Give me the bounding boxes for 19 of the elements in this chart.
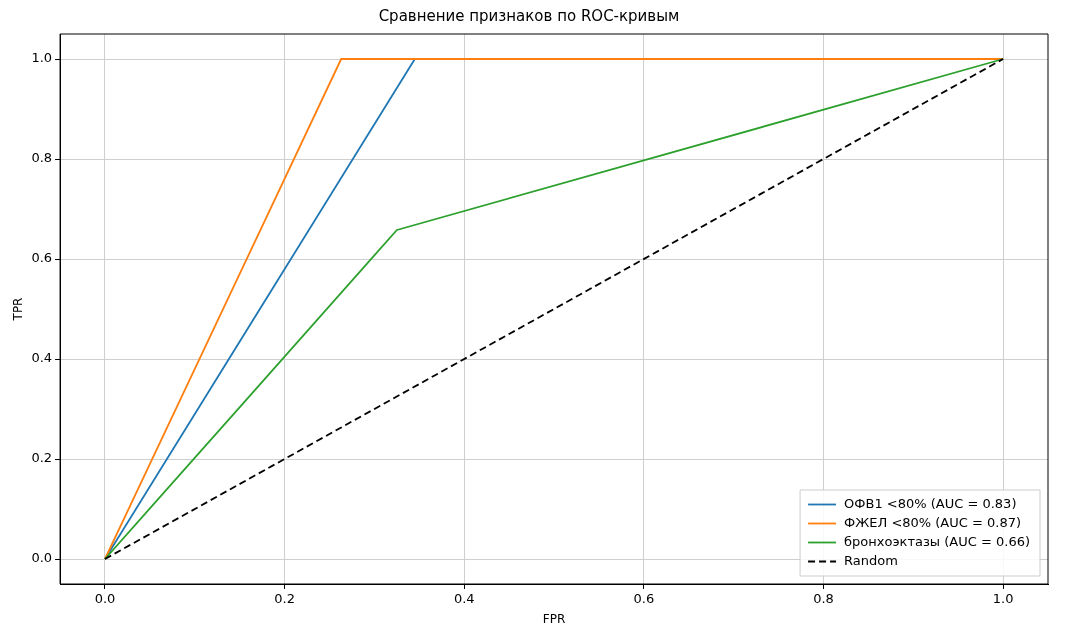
y-axis-title: TPR bbox=[11, 297, 26, 322]
x-tick-label: 0.4 bbox=[453, 591, 475, 607]
legend-label: ФЖЕЛ <80% (AUC = 0.87) bbox=[844, 514, 1022, 530]
y-tick-label: 0.8 bbox=[31, 150, 53, 166]
x-tick-label: 0.2 bbox=[274, 591, 295, 607]
legend-label: бронхоэктазы (AUC = 0.66) bbox=[844, 533, 1030, 549]
x-tick-label: 0.8 bbox=[813, 591, 834, 607]
y-tick-label: 1.0 bbox=[31, 50, 53, 66]
legend-label: Random bbox=[844, 552, 898, 568]
y-tick-label: 0.6 bbox=[31, 250, 53, 266]
chart-title: Сравнение признаков по ROC-кривым bbox=[378, 6, 680, 25]
x-axis-title: FPR bbox=[542, 611, 566, 626]
x-tick-label: 0.0 bbox=[94, 591, 116, 607]
y-tick-label: 0.0 bbox=[31, 550, 53, 566]
x-tick-label: 0.6 bbox=[633, 591, 655, 607]
x-tick-label: 1.0 bbox=[992, 591, 1014, 607]
y-tick-label: 0.4 bbox=[31, 350, 53, 366]
y-tick-label: 0.2 bbox=[31, 450, 53, 466]
legend-label: ОФВ1 <80% (AUC = 0.83) bbox=[844, 495, 1017, 511]
